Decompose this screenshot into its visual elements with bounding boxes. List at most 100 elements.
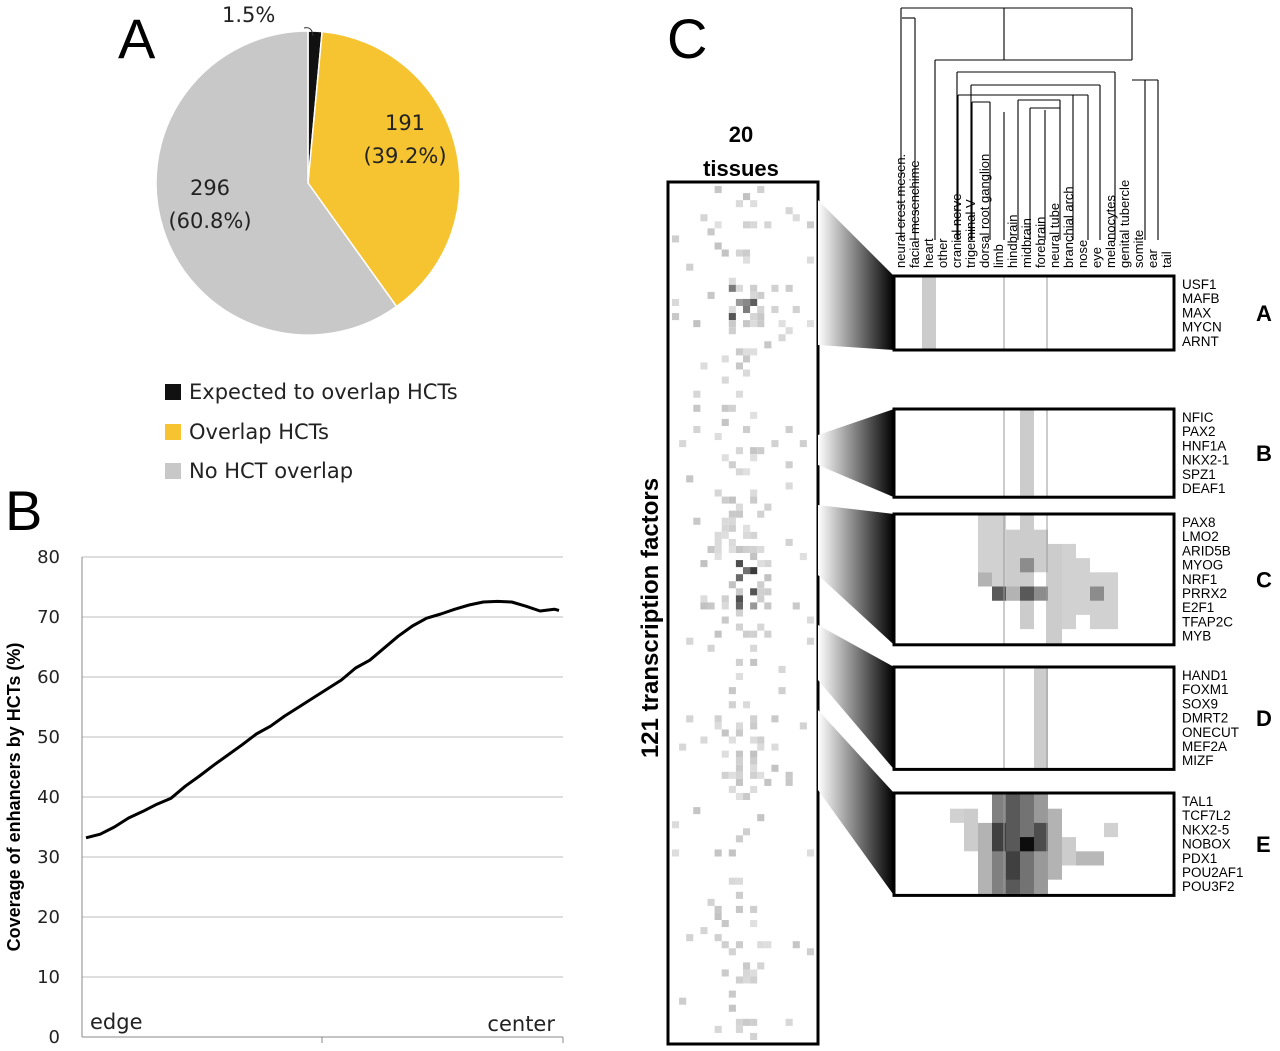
heatmap-cell <box>992 515 1006 601</box>
overview-cell <box>735 390 743 398</box>
overview-cell <box>771 305 779 314</box>
overview-cell <box>714 849 722 857</box>
overview-cell <box>735 976 743 984</box>
overview-cell <box>693 404 701 412</box>
overview-cell <box>806 948 814 956</box>
overview-cell <box>728 404 736 412</box>
gene-label: TCF7L2 <box>1182 808 1231 823</box>
group-letter: D <box>1256 706 1272 731</box>
overview-cell <box>743 701 751 709</box>
overview-cell <box>721 771 729 779</box>
overview-cell <box>757 447 765 455</box>
tissue-label: melanocytes <box>1103 195 1118 268</box>
overview-cell <box>728 849 736 857</box>
overview-cell <box>728 461 736 469</box>
overview-cell <box>799 722 807 730</box>
overview-cell <box>686 263 694 271</box>
overview-cell <box>714 489 722 497</box>
pie-percent-overlap: (39.2%) <box>363 144 446 168</box>
zoom-connectors <box>818 200 894 896</box>
overview-cell <box>700 214 708 222</box>
overview-cell <box>714 433 722 441</box>
overview-cell <box>750 320 758 328</box>
coverage-line <box>85 599 560 840</box>
overview-cell <box>806 849 814 857</box>
y-tick-label: 10 <box>37 967 60 988</box>
overview-cell <box>757 545 765 554</box>
group-frame <box>892 274 1176 352</box>
tissue-label: somite <box>1131 230 1146 268</box>
overview-cell <box>735 609 743 617</box>
overview-cell <box>735 658 743 666</box>
overview-cell <box>735 771 743 779</box>
panel-letter-b: B <box>5 479 42 542</box>
overview-cell <box>728 736 736 744</box>
overview-cell <box>771 440 779 448</box>
heatmap-cell <box>978 515 992 573</box>
gene-label: ARNT <box>1182 334 1219 349</box>
tissue-label: branchial arch <box>1061 186 1076 268</box>
overview-cell <box>735 595 743 603</box>
overview-cell <box>693 390 701 398</box>
heatmap-cell <box>1076 558 1090 615</box>
overview-cell <box>714 242 722 250</box>
overview-cell <box>721 524 729 532</box>
overview-cell <box>750 447 758 455</box>
overview-title-line2: tissues <box>703 156 779 181</box>
overview-cell <box>672 849 680 857</box>
overview-cell <box>672 821 680 829</box>
overview-cell <box>750 531 758 539</box>
overview-cell <box>728 538 736 546</box>
overview-cell <box>743 355 751 363</box>
overview-cell <box>728 581 736 589</box>
heatmap-cell <box>1062 837 1076 866</box>
overview-cell <box>743 962 751 970</box>
overview-cell <box>735 1018 743 1026</box>
heatmap-cell <box>1090 851 1104 866</box>
overview-cell <box>750 221 758 229</box>
legend-label-overlap: Overlap HCTs <box>189 420 329 444</box>
overview-cell <box>757 814 765 822</box>
overview-cell <box>750 454 758 462</box>
overview-cell <box>728 948 736 956</box>
overview-cell <box>735 200 743 208</box>
overview-cell <box>792 602 800 610</box>
heatmap-cell <box>1034 529 1048 573</box>
overview-cell <box>750 757 758 765</box>
overview-cell <box>721 602 729 610</box>
overview-cell <box>785 284 793 292</box>
overview-cell <box>750 1032 758 1040</box>
overview-cell <box>750 489 758 497</box>
overview-cell <box>743 531 751 539</box>
overview-cell <box>743 1018 751 1026</box>
overview-cell <box>750 630 758 638</box>
overview-cell <box>714 531 722 539</box>
overview-cell <box>750 602 758 610</box>
overview-cell <box>700 560 708 568</box>
y-tick-label: 0 <box>49 1027 60 1048</box>
overview-cell <box>750 715 758 723</box>
overview-cell <box>750 920 758 928</box>
overview-cell <box>743 969 751 977</box>
overview-cell <box>750 1018 758 1026</box>
overview-cell <box>735 574 743 582</box>
overview-cell <box>785 207 793 215</box>
overview-cell <box>721 531 729 539</box>
overview-cell <box>750 291 758 299</box>
overview-cell <box>757 962 765 970</box>
overview-cell <box>764 588 772 596</box>
overview-cell <box>735 284 743 292</box>
gene-label: E2F1 <box>1182 600 1214 615</box>
overview-cell <box>721 616 729 624</box>
gene-label: ONECUT <box>1182 725 1239 740</box>
overview-cell <box>735 298 743 306</box>
gene-label: NRF1 <box>1182 572 1217 587</box>
overview-cell <box>778 687 786 695</box>
heatmap-cell <box>1020 558 1034 573</box>
overview-cell <box>700 927 708 935</box>
detail-group-C: PAX8LMO2ARID5BMYOGNRF1PRRX2E2F1TFAP2CMYB… <box>892 512 1272 647</box>
overview-cell <box>679 743 687 751</box>
overview-cell <box>693 807 701 815</box>
